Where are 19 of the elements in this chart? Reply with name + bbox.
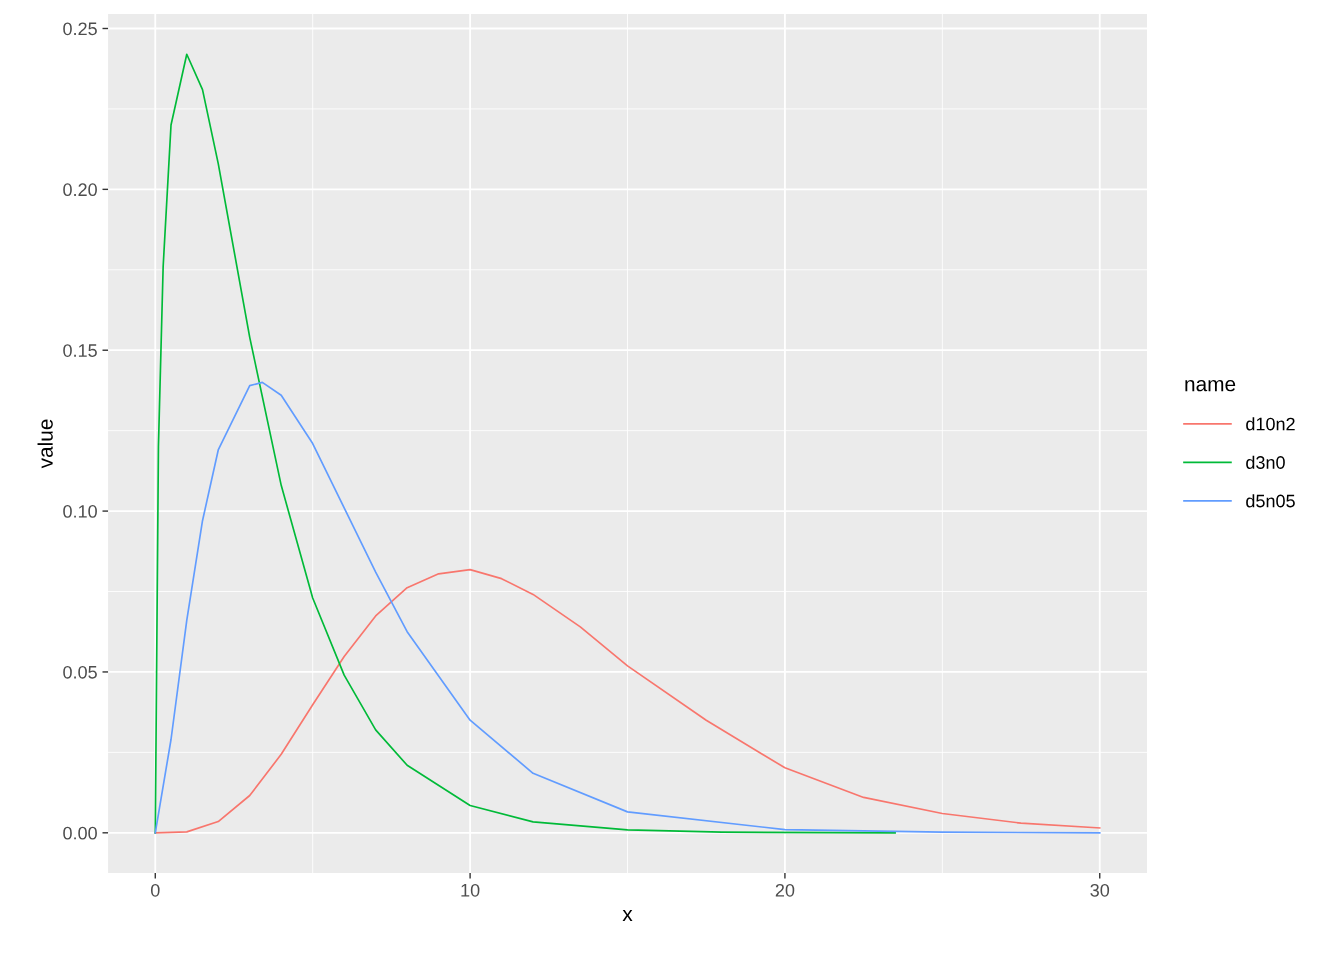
y-tick-label: 0.00 bbox=[63, 826, 97, 840]
line-series bbox=[154, 568, 1101, 834]
line-series bbox=[154, 53, 896, 834]
y-axis-title: value bbox=[37, 419, 53, 469]
y-tick-label: 0.20 bbox=[63, 183, 97, 197]
y-tick-label: 0.05 bbox=[63, 665, 97, 679]
legend-title: name bbox=[1185, 379, 1236, 392]
y-tick-label: 0.15 bbox=[63, 344, 97, 357]
x-axis-title: x bbox=[622, 909, 633, 921]
x-tick-label: 30 bbox=[1090, 883, 1110, 897]
legend-label: d3n0 bbox=[1246, 455, 1285, 469]
legend-label: d5n05 bbox=[1246, 494, 1295, 508]
x-tick-label: 20 bbox=[775, 883, 795, 897]
y-tick-label: 0.10 bbox=[63, 505, 97, 518]
line-series bbox=[154, 381, 1101, 834]
x-tick-label: 10 bbox=[461, 883, 480, 897]
legend-label: d10n2 bbox=[1246, 417, 1295, 431]
y-tick-label: 0.25 bbox=[63, 22, 97, 36]
x-tick-label: 0 bbox=[150, 883, 160, 897]
